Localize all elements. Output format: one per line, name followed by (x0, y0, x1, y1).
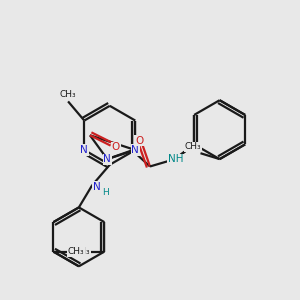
Text: N: N (80, 145, 88, 155)
Text: H: H (102, 188, 109, 197)
Text: CH₃: CH₃ (74, 247, 90, 256)
Text: CH₃: CH₃ (60, 90, 76, 99)
Text: O: O (135, 136, 143, 146)
Text: N: N (103, 154, 111, 164)
Text: N: N (131, 145, 139, 155)
Text: CH₃: CH₃ (185, 142, 201, 151)
Text: O: O (112, 142, 120, 152)
Text: N: N (93, 182, 101, 192)
Text: CH₃: CH₃ (68, 247, 84, 256)
Text: N: N (131, 145, 139, 155)
Text: NH: NH (168, 154, 183, 164)
